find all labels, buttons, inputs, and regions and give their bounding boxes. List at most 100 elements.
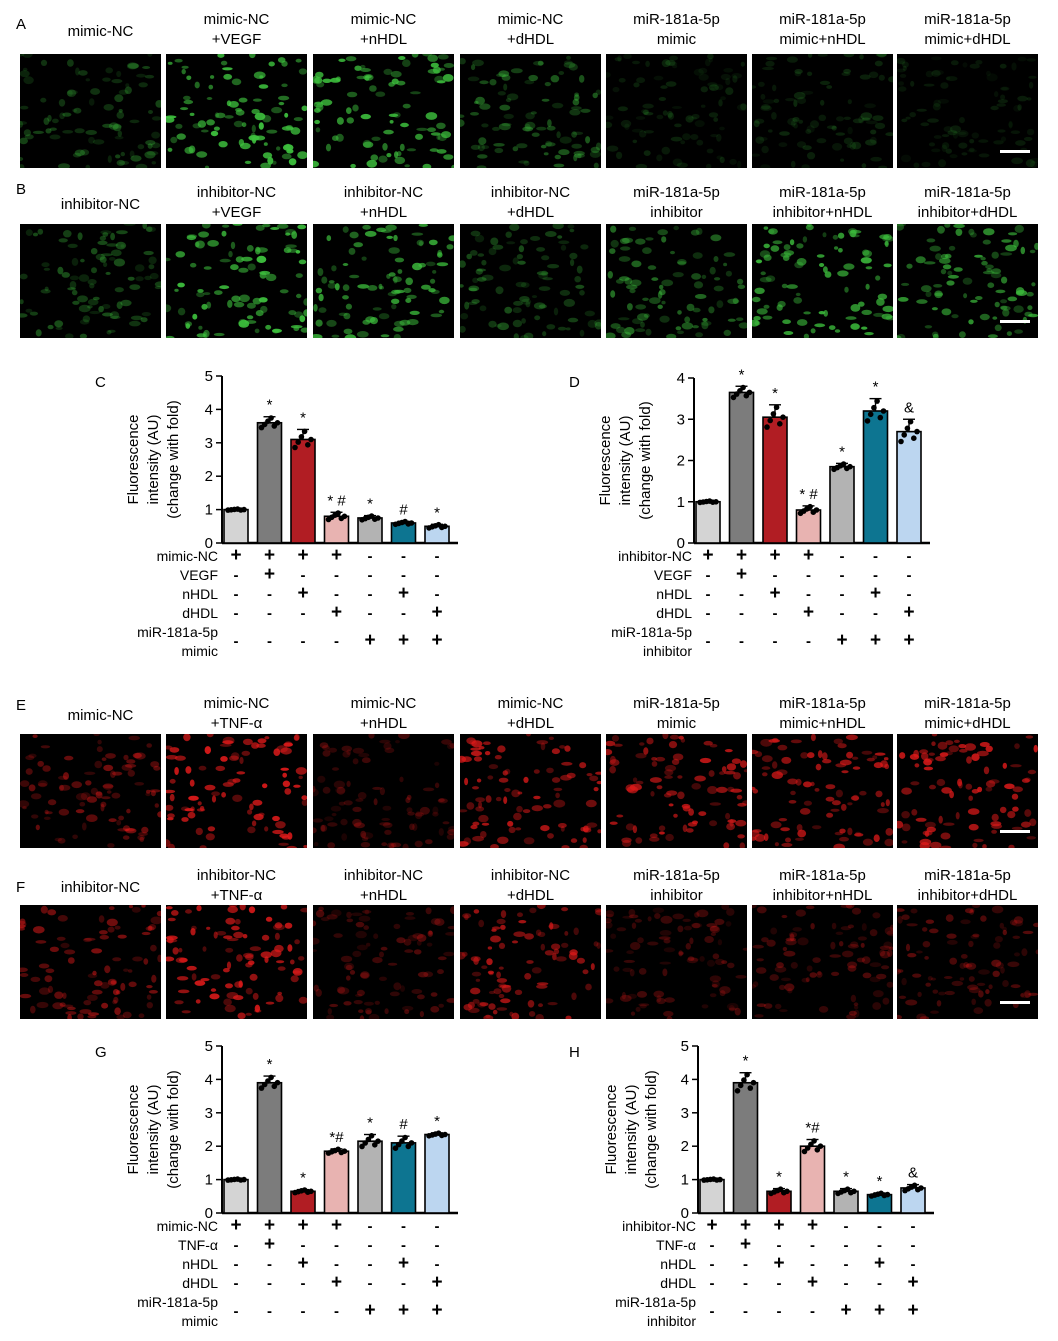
condition-mark: -: [840, 586, 845, 603]
significance-mark: &: [904, 399, 914, 416]
bar: [699, 1178, 725, 1214]
data-point: [435, 521, 442, 528]
data-point: [773, 404, 780, 411]
condition-mark: -: [739, 605, 744, 622]
condition-label: inhibitor-NC: [622, 1218, 696, 1234]
micrograph: [897, 905, 1038, 1019]
data-point: [847, 463, 853, 470]
bar: [256, 421, 283, 544]
condition-label: dHDL: [660, 1275, 696, 1291]
condition-label: TNF-α: [178, 1237, 218, 1253]
condition-mark: -: [710, 1275, 715, 1292]
condition-mark: -: [806, 586, 811, 603]
condition-label: inhibitor: [643, 643, 692, 659]
y-tick-label: 5: [205, 1038, 213, 1055]
data-point: [740, 384, 746, 391]
condition-label: nHDL: [182, 1256, 218, 1272]
condition-mark: -: [773, 567, 778, 584]
condition-mark: -: [267, 1303, 272, 1320]
significance-mark: *: [267, 1056, 273, 1073]
data-point: [234, 1176, 241, 1182]
data-point: [338, 515, 345, 522]
condition-mark: +: [297, 1215, 308, 1236]
y-axis-label: intensity (AU): [617, 415, 634, 505]
condition-mark: -: [706, 586, 711, 603]
data-point: [905, 1186, 911, 1192]
data-point: [770, 411, 777, 417]
condition-mark: +: [736, 545, 747, 566]
image-label: miR-181a-5p mimic+dHDL: [924, 11, 1011, 48]
bar: [223, 1178, 249, 1214]
significance-mark: *: [772, 385, 778, 402]
condition-mark: -: [267, 1256, 272, 1273]
image-label: miR-181a-5p inhibitor+nHDL: [772, 867, 873, 904]
data-point: [268, 1074, 274, 1081]
bar: [795, 509, 822, 544]
image-label: inhibitor-NC +nHDL: [343, 184, 424, 221]
data-point: [717, 1176, 723, 1183]
y-tick-label: 1: [205, 1172, 213, 1189]
micrograph: [166, 224, 307, 338]
condition-mark: -: [911, 1218, 916, 1235]
condition-mark: -: [873, 548, 878, 565]
data-point: [271, 423, 278, 429]
y-axis-label: Fluorescence: [125, 1084, 142, 1174]
y-tick-label: 0: [681, 1205, 689, 1222]
condition-mark: +: [740, 1215, 751, 1236]
data-point: [308, 1188, 314, 1195]
condition-mark: -: [435, 548, 440, 565]
condition-mark: -: [334, 1256, 339, 1273]
condition-mark: -: [301, 633, 306, 650]
y-axis-label: Fluorescence: [597, 415, 614, 505]
data-point: [359, 1143, 365, 1150]
data-point: [807, 503, 813, 510]
data-point: [804, 506, 810, 512]
data-point: [442, 1131, 448, 1138]
bar: [390, 522, 417, 544]
data-point: [405, 1143, 412, 1150]
condition-mark: +: [230, 1215, 241, 1236]
data-point: [730, 394, 737, 401]
data-point: [710, 499, 716, 506]
data-point: [362, 1140, 369, 1146]
data-point: [898, 438, 904, 445]
data-point: [844, 1186, 851, 1192]
image-label: miR-181a-5p inhibitor: [633, 867, 720, 904]
data-point: [238, 1177, 244, 1183]
image-label: mimic-NC +VEGF: [203, 11, 270, 48]
y-axis-label: Fluorescence: [125, 414, 142, 504]
data-point: [768, 1190, 774, 1197]
condition-mark: +: [840, 1300, 851, 1321]
condition-mark: -: [334, 586, 339, 603]
condition-mark: -: [810, 1303, 815, 1320]
bar: [833, 1190, 859, 1214]
y-axis-label: (change with fold): [165, 1070, 182, 1188]
condition-mark: -: [267, 605, 272, 622]
micrograph: [313, 905, 454, 1019]
condition-mark: -: [710, 1303, 715, 1320]
condition-mark: -: [234, 1275, 239, 1292]
data-point: [395, 520, 402, 527]
condition-label: miR-181a-5p: [611, 624, 692, 640]
condition-mark: +: [803, 602, 814, 623]
condition-label: VEGF: [654, 567, 692, 583]
micrograph: [460, 224, 601, 338]
image-label: miR-181a-5p mimic: [633, 695, 720, 732]
data-point: [399, 1138, 405, 1144]
y-axis-label: intensity (AU): [145, 414, 162, 504]
data-point: [837, 463, 844, 469]
significance-mark: *: [873, 379, 879, 396]
condition-mark: -: [706, 567, 711, 584]
data-point: [703, 498, 710, 505]
y-tick-label: 1: [681, 1172, 689, 1189]
data-point: [902, 1187, 908, 1194]
y-tick-label: 5: [681, 1038, 689, 1055]
data-point: [808, 1141, 814, 1148]
data-point: [408, 1140, 415, 1146]
condition-mark: -: [911, 1256, 916, 1273]
data-point: [777, 421, 783, 427]
bar: [732, 1081, 759, 1214]
significance-mark: *: [877, 1173, 883, 1190]
significance-mark: *: [776, 1169, 782, 1186]
condition-mark: -: [234, 567, 239, 584]
